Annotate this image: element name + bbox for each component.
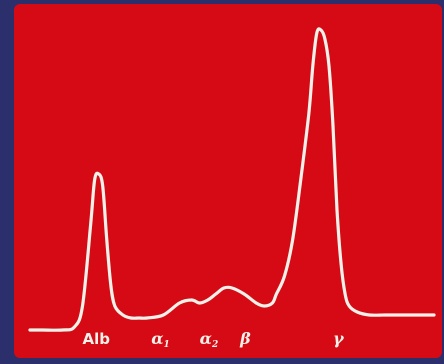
protein-trace-line [28,27,436,332]
fraction-label-3: β [239,329,251,348]
plot-area [14,4,442,358]
fraction-label-4: γ [333,329,345,348]
fraction-label-subscript-1: 1 [164,340,170,350]
fraction-label-subscript-2: 2 [211,340,218,350]
fraction-label-0: Alb [83,330,111,348]
